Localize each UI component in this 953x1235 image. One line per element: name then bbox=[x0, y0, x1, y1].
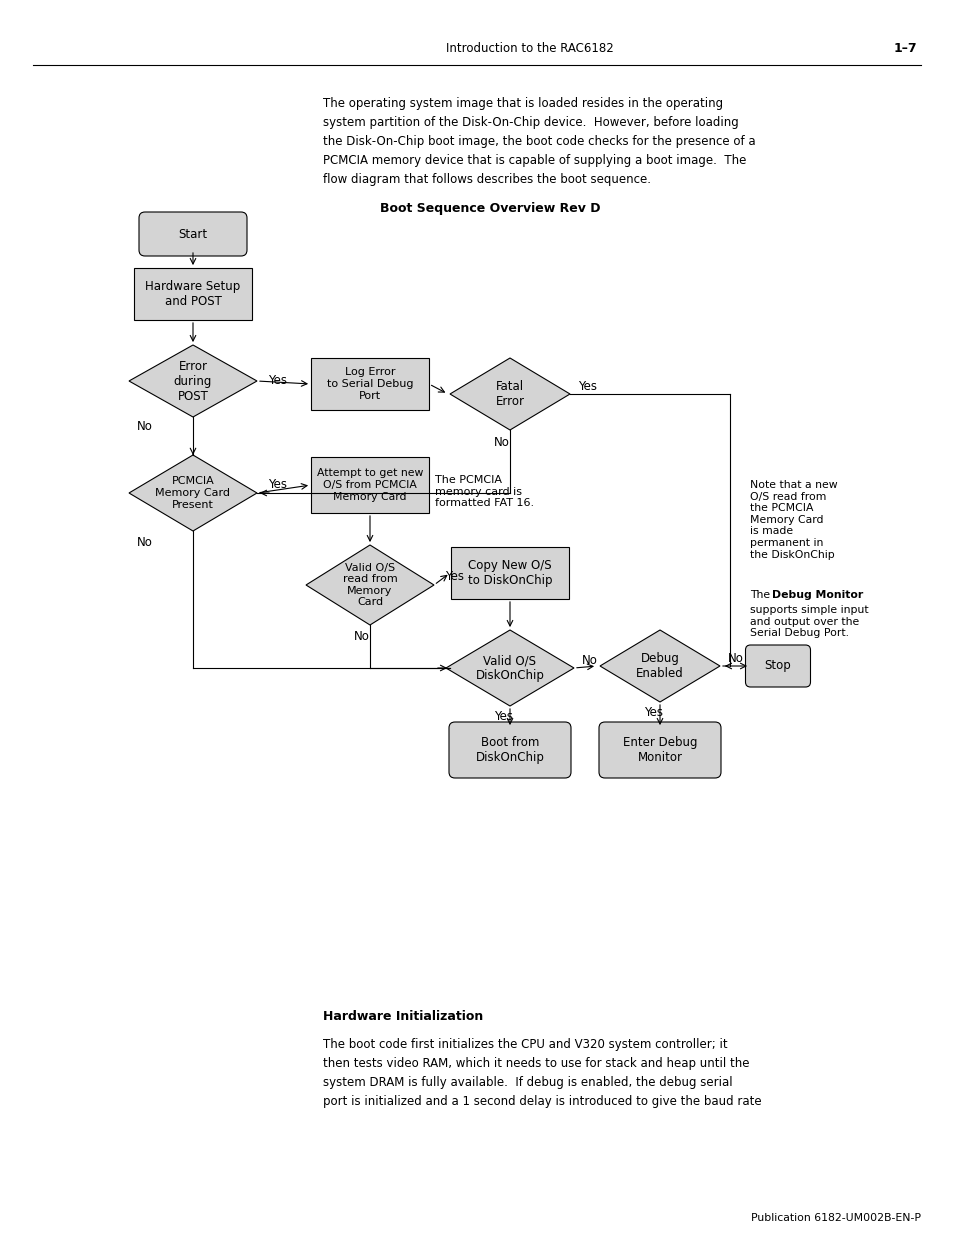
Text: Attempt to get new
O/S from PCMCIA
Memory Card: Attempt to get new O/S from PCMCIA Memor… bbox=[316, 468, 423, 501]
Text: No: No bbox=[581, 653, 598, 667]
Text: the Disk-On-Chip boot image, the boot code checks for the presence of a: the Disk-On-Chip boot image, the boot co… bbox=[323, 135, 755, 148]
Text: Yes: Yes bbox=[644, 705, 662, 719]
Text: Yes: Yes bbox=[494, 709, 513, 722]
Text: No: No bbox=[354, 631, 370, 643]
FancyBboxPatch shape bbox=[311, 358, 429, 410]
Text: Debug
Enabled: Debug Enabled bbox=[636, 652, 683, 680]
Text: Log Error
to Serial Debug
Port: Log Error to Serial Debug Port bbox=[327, 367, 413, 400]
Polygon shape bbox=[306, 545, 434, 625]
Text: Copy New O/S
to DiskOnChip: Copy New O/S to DiskOnChip bbox=[467, 559, 552, 587]
Text: Publication 6182-UM002B-EN-P: Publication 6182-UM002B-EN-P bbox=[750, 1213, 920, 1223]
Text: Error
during
POST: Error during POST bbox=[173, 359, 212, 403]
FancyBboxPatch shape bbox=[744, 645, 810, 687]
Text: PCMCIA
Memory Card
Present: PCMCIA Memory Card Present bbox=[155, 477, 231, 510]
Text: then tests video RAM, which it needs to use for stack and heap until the: then tests video RAM, which it needs to … bbox=[323, 1057, 749, 1070]
Text: Note that a new
O/S read from
the PCMCIA
Memory Card
is made
permanent in
the Di: Note that a new O/S read from the PCMCIA… bbox=[749, 480, 837, 559]
Text: Hardware Setup
and POST: Hardware Setup and POST bbox=[145, 280, 240, 308]
Text: system DRAM is fully available.  If debug is enabled, the debug serial: system DRAM is fully available. If debug… bbox=[323, 1076, 732, 1089]
Text: Boot Sequence Overview Rev D: Boot Sequence Overview Rev D bbox=[379, 203, 599, 215]
Text: No: No bbox=[137, 420, 152, 433]
Polygon shape bbox=[129, 345, 256, 417]
Text: The operating system image that is loaded resides in the operating: The operating system image that is loade… bbox=[323, 98, 722, 110]
Text: Debug Monitor: Debug Monitor bbox=[771, 590, 862, 600]
Text: No: No bbox=[494, 436, 510, 448]
Text: Valid O/S
read from
Memory
Card: Valid O/S read from Memory Card bbox=[342, 563, 397, 608]
Text: flow diagram that follows describes the boot sequence.: flow diagram that follows describes the … bbox=[323, 173, 650, 186]
Text: No: No bbox=[137, 536, 152, 550]
Text: Yes: Yes bbox=[578, 379, 597, 393]
Text: supports simple input
and output over the
Serial Debug Port.: supports simple input and output over th… bbox=[749, 605, 868, 638]
Text: Yes: Yes bbox=[444, 571, 463, 583]
Text: Fatal
Error: Fatal Error bbox=[495, 380, 524, 408]
Text: Hardware Initialization: Hardware Initialization bbox=[323, 1010, 483, 1023]
Text: Valid O/S
DiskOnChip: Valid O/S DiskOnChip bbox=[475, 655, 544, 682]
Text: Stop: Stop bbox=[763, 659, 791, 673]
Polygon shape bbox=[446, 630, 574, 706]
Text: Start: Start bbox=[178, 227, 208, 241]
FancyBboxPatch shape bbox=[311, 457, 429, 513]
Polygon shape bbox=[599, 630, 720, 701]
FancyBboxPatch shape bbox=[451, 547, 568, 599]
Text: 1–7: 1–7 bbox=[892, 42, 916, 54]
Text: Yes: Yes bbox=[268, 374, 287, 388]
FancyBboxPatch shape bbox=[133, 268, 252, 320]
FancyBboxPatch shape bbox=[598, 722, 720, 778]
FancyBboxPatch shape bbox=[139, 212, 247, 256]
Text: No: No bbox=[727, 652, 743, 664]
Polygon shape bbox=[450, 358, 569, 430]
Text: Introduction to the RAC6182: Introduction to the RAC6182 bbox=[446, 42, 613, 54]
Text: The boot code first initializes the CPU and V320 system controller; it: The boot code first initializes the CPU … bbox=[323, 1037, 727, 1051]
Text: Enter Debug
Monitor: Enter Debug Monitor bbox=[622, 736, 697, 764]
FancyBboxPatch shape bbox=[449, 722, 571, 778]
Text: Boot from
DiskOnChip: Boot from DiskOnChip bbox=[475, 736, 544, 764]
Text: The: The bbox=[749, 590, 773, 600]
Polygon shape bbox=[129, 454, 256, 531]
Text: The PCMCIA
memory card is
formatted FAT 16.: The PCMCIA memory card is formatted FAT … bbox=[435, 475, 534, 508]
Text: Yes: Yes bbox=[268, 478, 287, 492]
Text: PCMCIA memory device that is capable of supplying a boot image.  The: PCMCIA memory device that is capable of … bbox=[323, 154, 745, 167]
Text: system partition of the Disk-On-Chip device.  However, before loading: system partition of the Disk-On-Chip dev… bbox=[323, 116, 738, 128]
Text: port is initialized and a 1 second delay is introduced to give the baud rate: port is initialized and a 1 second delay… bbox=[323, 1095, 760, 1108]
